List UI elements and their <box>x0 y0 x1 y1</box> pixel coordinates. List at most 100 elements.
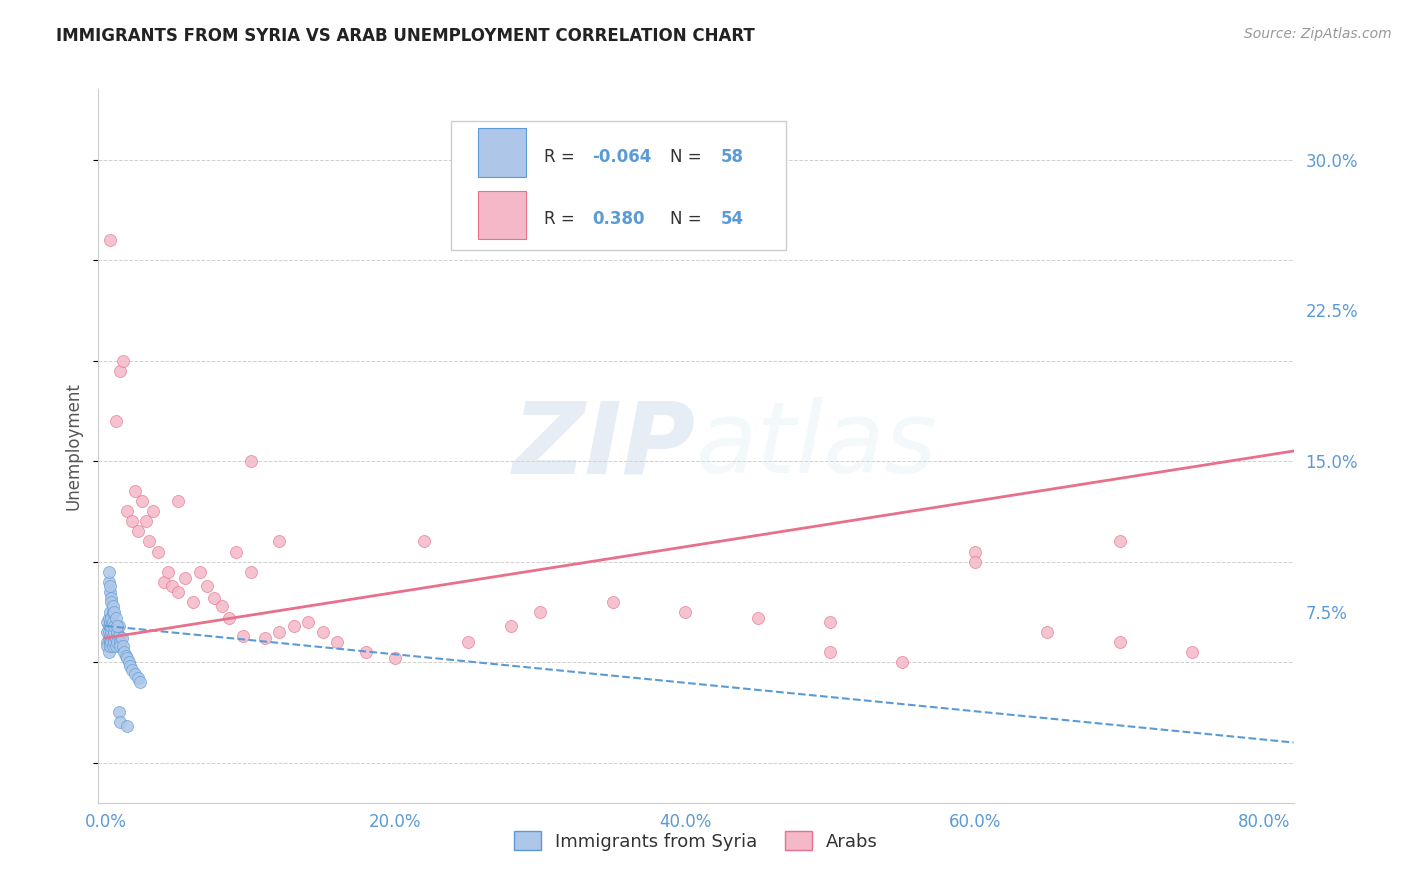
Point <box>101 639 124 653</box>
Point <box>384 651 406 665</box>
Point <box>162 579 184 593</box>
Text: R =: R = <box>544 148 581 166</box>
Text: 0.380: 0.380 <box>592 211 644 228</box>
Point <box>104 611 127 625</box>
Point <box>529 605 551 619</box>
Point <box>188 565 211 579</box>
Point <box>326 635 349 649</box>
Point <box>97 624 120 639</box>
Point <box>181 595 204 609</box>
Text: IMMIGRANTS FROM SYRIA VS ARAB UNEMPLOYMENT CORRELATION CHART: IMMIGRANTS FROM SYRIA VS ARAB UNEMPLOYME… <box>56 27 755 45</box>
Point <box>891 655 914 669</box>
Point <box>127 671 149 685</box>
Point <box>108 635 131 649</box>
Point <box>202 591 225 605</box>
Point <box>97 631 120 645</box>
Point <box>963 544 986 558</box>
Point <box>239 565 262 579</box>
Point <box>131 494 153 508</box>
Point <box>146 544 169 558</box>
FancyBboxPatch shape <box>478 191 526 239</box>
Point <box>98 615 121 629</box>
Point <box>115 648 138 663</box>
Text: atlas: atlas <box>696 398 938 494</box>
Point <box>114 645 136 659</box>
Point <box>108 639 131 653</box>
Point <box>253 631 276 645</box>
Point <box>98 619 121 633</box>
Point <box>103 635 125 649</box>
Point <box>98 639 121 653</box>
Point <box>963 555 986 569</box>
Point <box>142 504 165 518</box>
FancyBboxPatch shape <box>451 121 786 250</box>
Point <box>110 631 132 645</box>
Point <box>104 631 127 645</box>
Y-axis label: Unemployment: Unemployment <box>65 382 83 510</box>
Point <box>269 534 291 549</box>
Text: N =: N = <box>669 148 707 166</box>
Point <box>112 639 135 653</box>
Point <box>356 645 378 659</box>
Point <box>100 611 122 625</box>
Point <box>98 579 121 593</box>
Point <box>501 619 523 633</box>
Point <box>103 619 125 633</box>
Point <box>413 534 436 549</box>
Point <box>152 574 174 589</box>
Point <box>232 629 254 643</box>
Text: ZIP: ZIP <box>513 398 696 494</box>
Point <box>1108 635 1130 649</box>
Point <box>124 484 146 499</box>
Point <box>103 624 125 639</box>
Point <box>100 624 122 639</box>
Point <box>96 624 118 639</box>
Point <box>100 591 122 605</box>
Point <box>457 635 479 649</box>
Point <box>97 565 120 579</box>
Point <box>112 353 135 368</box>
Point <box>98 605 121 619</box>
Point <box>269 624 291 639</box>
Point <box>673 605 696 619</box>
Point <box>96 639 118 653</box>
Point <box>602 595 624 609</box>
Point <box>174 571 197 585</box>
Point <box>108 715 131 730</box>
Point <box>218 611 240 625</box>
Text: R =: R = <box>544 211 581 228</box>
Point <box>121 515 143 529</box>
Point <box>96 615 118 629</box>
Point <box>138 534 160 549</box>
Point <box>107 706 129 720</box>
Point <box>211 599 233 613</box>
Point <box>96 635 118 649</box>
Point <box>101 629 124 643</box>
Point <box>239 454 262 468</box>
Point <box>818 615 841 629</box>
Point <box>127 524 149 539</box>
Point <box>100 595 122 609</box>
Point <box>283 619 305 633</box>
Text: -0.064: -0.064 <box>592 148 651 166</box>
Point <box>100 635 122 649</box>
Point <box>108 363 131 377</box>
Point <box>105 635 128 649</box>
Point <box>101 605 124 619</box>
Point <box>118 655 141 669</box>
Point <box>135 515 157 529</box>
Point <box>107 619 129 633</box>
Point <box>107 629 129 643</box>
Point <box>121 663 143 677</box>
Point <box>103 605 125 619</box>
Point <box>104 639 127 653</box>
Point <box>98 233 121 247</box>
Point <box>1108 534 1130 549</box>
Point <box>1036 624 1059 639</box>
Point <box>120 659 142 673</box>
Point <box>156 565 179 579</box>
Point <box>117 719 139 733</box>
Point <box>97 611 120 625</box>
Text: N =: N = <box>669 211 707 228</box>
Point <box>195 579 218 593</box>
